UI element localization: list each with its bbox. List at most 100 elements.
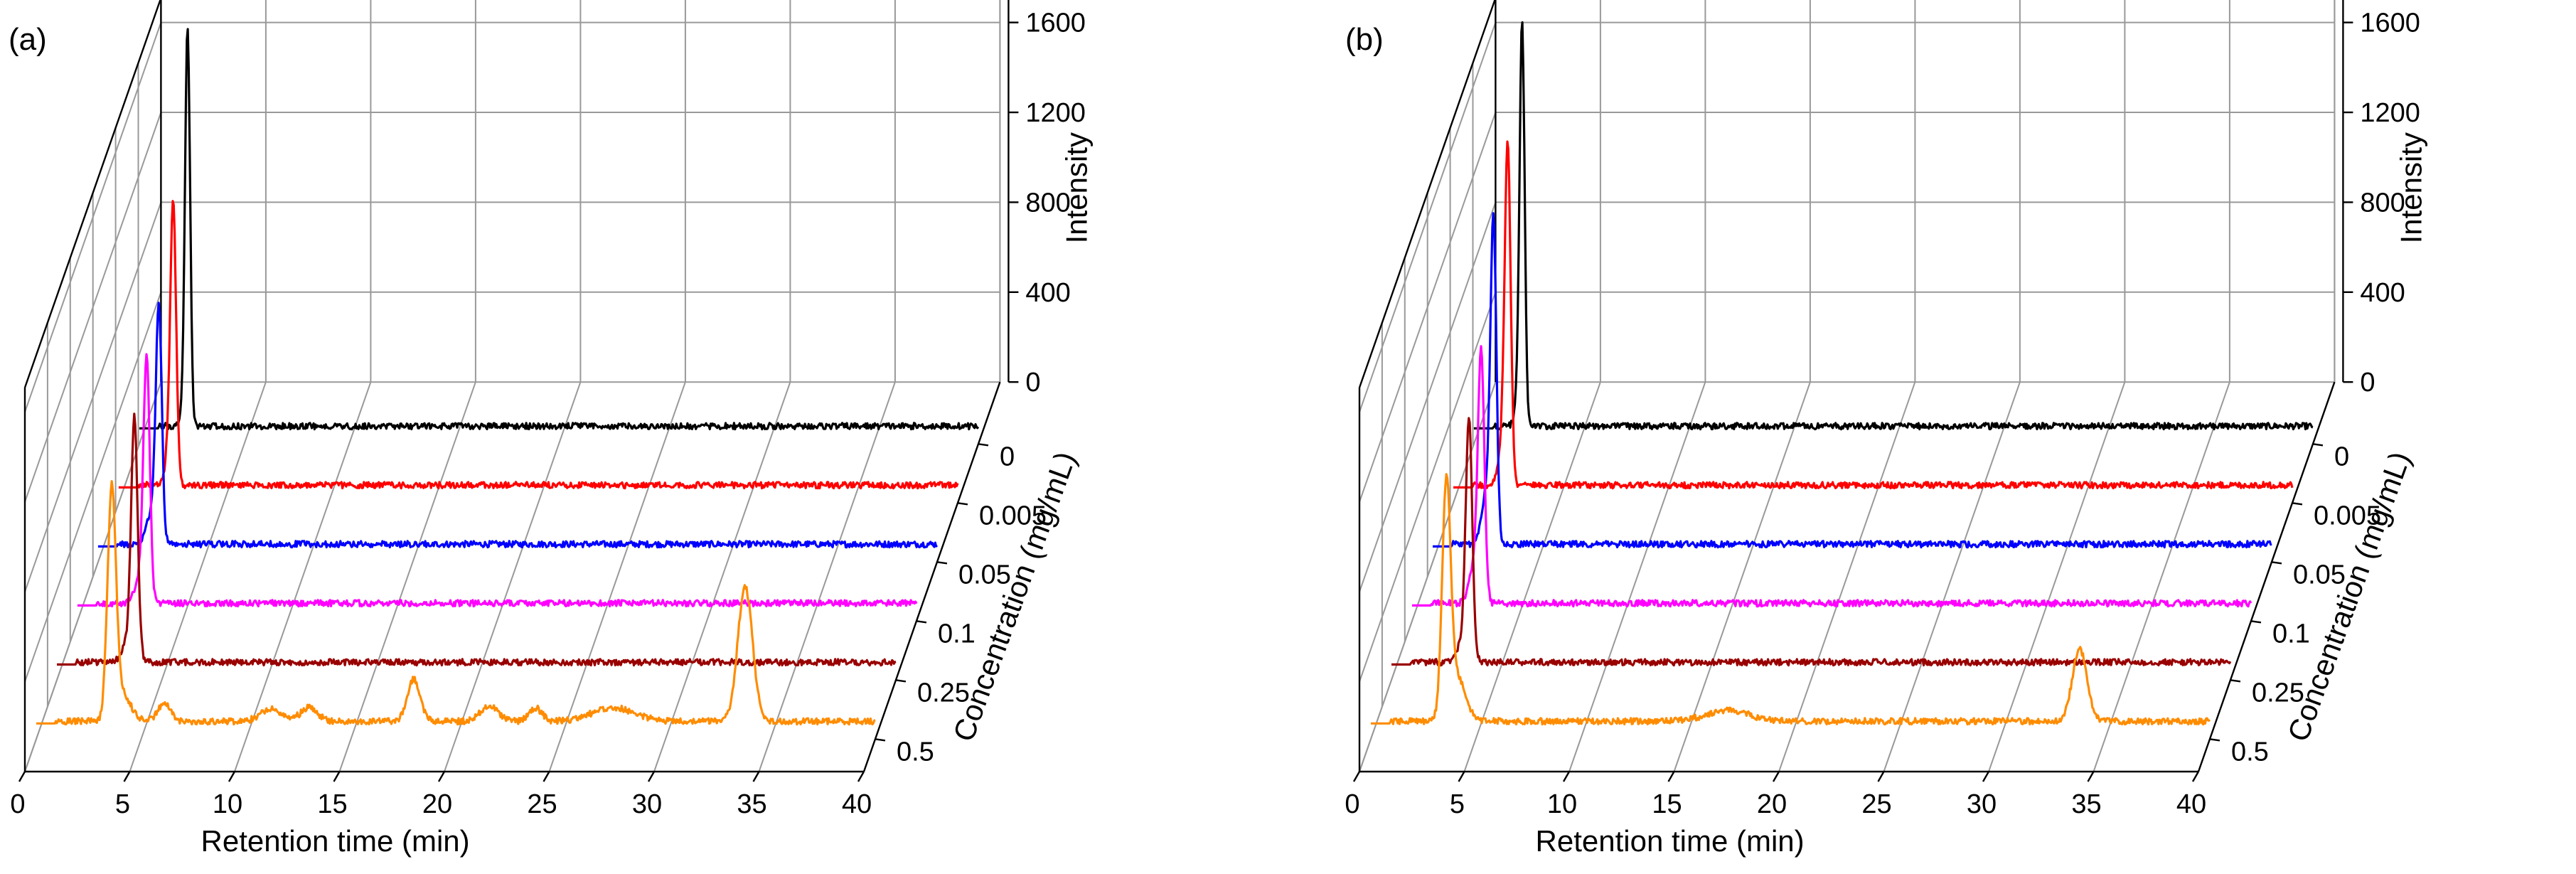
intensity-tick-label: 800 [2360, 188, 2405, 218]
intensity-tick-label: 1600 [1025, 9, 1086, 38]
depth-tick-label: 0.1 [2272, 619, 2310, 649]
depth-tick [2292, 502, 2303, 506]
x-tick [1772, 771, 1780, 782]
x-tick [333, 771, 341, 782]
x-tick [1458, 771, 1465, 782]
x-tick-label: 20 [1757, 789, 1787, 819]
x-tick-label: 0 [10, 789, 25, 819]
depth-tick [957, 502, 968, 506]
series-line-0.005 [1453, 140, 2294, 490]
floor-gridline [1568, 381, 1706, 772]
depth-axis-label: Concentration (mg/mL) [946, 447, 1082, 746]
series-line-0.05 [1432, 212, 2272, 549]
x-tick-label: 25 [1861, 789, 1891, 819]
x-tick-label: 35 [2071, 789, 2101, 819]
x-tick [123, 771, 131, 782]
floor-gridline [338, 381, 476, 772]
depth-tick [875, 738, 886, 742]
floor-gridline [1883, 381, 2021, 772]
depth-axis-line [862, 381, 1001, 772]
x-tick-label: 25 [527, 789, 557, 819]
x-tick-label: 5 [115, 789, 130, 819]
depth-tick-label: 0.5 [2231, 737, 2269, 767]
x-tick [2191, 771, 2200, 782]
depth-tick-label: 0.05 [958, 560, 1011, 590]
intensity-tick-label: 1200 [1025, 98, 1086, 128]
floor-gridline [2093, 381, 2230, 772]
left-wall-hgrid [1359, 22, 1497, 412]
floor-gridline [24, 381, 162, 772]
floor-gridline [129, 381, 267, 772]
x-axis-label: Retention time (min) [1536, 824, 1805, 858]
depth-axis-line [2197, 381, 2336, 772]
x-tick-label: 30 [1967, 789, 1997, 819]
intensity-tick-label: 800 [1025, 188, 1070, 218]
intensity-axis-label: Intensity [2394, 132, 2427, 243]
x-tick-label: 20 [422, 789, 452, 819]
series-line-0.25 [1391, 417, 2232, 667]
x-tick [1352, 771, 1361, 782]
left-wall-hgrid [1359, 202, 1497, 592]
series-line-0.25 [56, 412, 897, 667]
floor-gridline [1359, 381, 1497, 772]
left-wall-hgrid [24, 112, 162, 503]
x-tick [2087, 771, 2095, 782]
intensity-tick-label: 400 [1025, 278, 1070, 308]
x-tick [1982, 771, 1990, 782]
left-wall-hgrid [1359, 292, 1497, 682]
depth-tick-label: 0 [2334, 442, 2349, 471]
floor-gridline [758, 381, 896, 772]
left-wall-hgrid [24, 292, 162, 682]
intensity-tick-label: 0 [1025, 368, 1040, 398]
depth-tick [2250, 620, 2262, 624]
x-tick-label: 15 [317, 789, 347, 819]
x-tick-label: 5 [1450, 789, 1465, 819]
x-tick-label: 40 [842, 789, 872, 819]
x-tick [1667, 771, 1675, 782]
series-line-0.05 [97, 302, 939, 549]
series-line-0.1 [77, 353, 918, 608]
depth-tick-label: 0.5 [897, 737, 934, 767]
x-tick-label: 0 [1345, 789, 1359, 819]
depth-tick-label: 0.25 [2252, 678, 2304, 708]
intensity-tick-label: 1200 [2360, 98, 2420, 128]
x-tick [437, 771, 446, 782]
left-wall-hgrid [1359, 112, 1497, 503]
x-tick [18, 771, 26, 782]
series-line-0.005 [118, 200, 959, 490]
floor-gridline [444, 381, 582, 772]
left-wall-top-edge [1358, 0, 1496, 388]
depth-tick-label: 0.25 [917, 678, 970, 708]
x-tick [1562, 771, 1571, 782]
depth-tick-label: 0.005 [979, 501, 1047, 531]
x-tick-label: 15 [1652, 789, 1682, 819]
depth-axis-label: Concentration (mg/mL) [2281, 447, 2417, 746]
x-tick [857, 771, 865, 782]
depth-tick-label: 0.005 [2314, 501, 2381, 531]
left-wall-hgrid [24, 202, 162, 592]
depth-tick [916, 620, 927, 624]
depth-tick-label: 0.1 [938, 619, 976, 649]
intensity-tick-label: 400 [2360, 278, 2405, 308]
x-tick [228, 771, 236, 782]
intensity-axis-label: Intensity [1059, 132, 1093, 243]
floor-gridline [1778, 381, 1916, 772]
intensity-tick-label: 1600 [2360, 9, 2420, 38]
floor-gridline [1673, 381, 1811, 772]
series-line-0.5 [1370, 473, 2211, 726]
series-line-0 [1473, 21, 2314, 431]
x-tick [543, 771, 550, 782]
left-wall-hgrid [24, 22, 162, 412]
depth-tick [895, 679, 907, 683]
x-tick-label: 35 [737, 789, 766, 819]
x-tick-label: 10 [213, 789, 242, 819]
series-line-0.5 [36, 480, 876, 726]
floor-gridline [653, 381, 791, 772]
floor-gridline [1463, 381, 1601, 772]
x-tick-label: 10 [1547, 789, 1577, 819]
series-line-0 [139, 28, 980, 431]
floor-gridline [234, 381, 372, 772]
